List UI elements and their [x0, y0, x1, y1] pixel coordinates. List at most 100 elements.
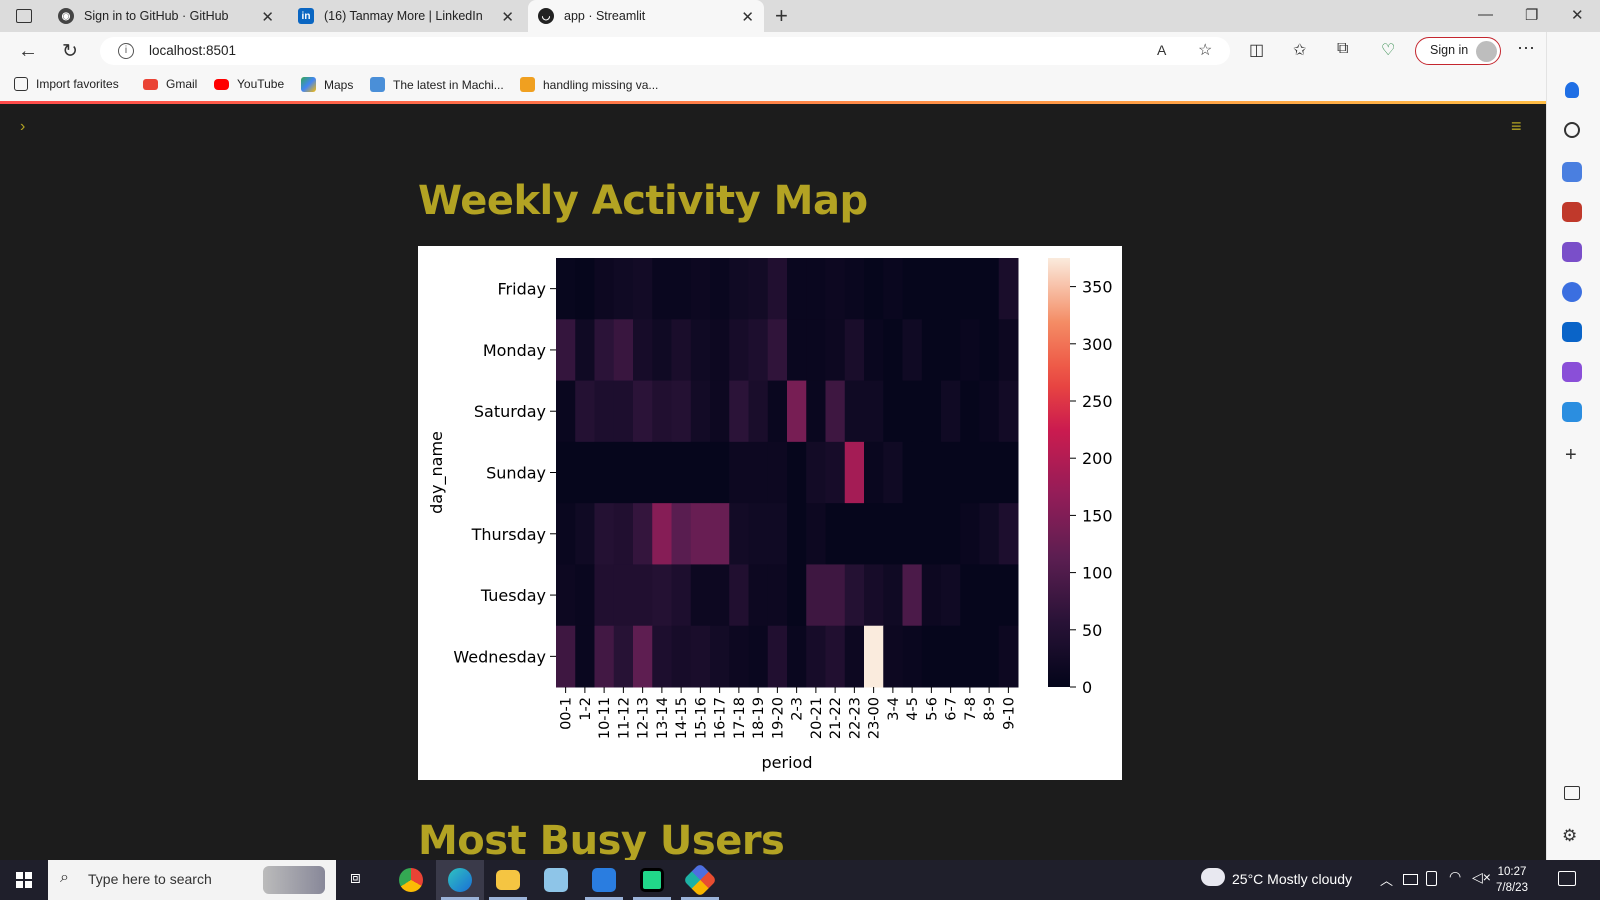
- heatmap-cell: [729, 380, 749, 443]
- sidebar-expand-icon[interactable]: ›: [20, 118, 26, 135]
- favorite-import[interactable]: Import favorites: [14, 77, 119, 91]
- designer-icon[interactable]: [1562, 362, 1582, 382]
- news-icon: [370, 77, 385, 92]
- new-tab-icon[interactable]: +: [775, 3, 788, 28]
- add-sidebar-icon[interactable]: +: [1565, 444, 1577, 466]
- heatmap-cell: [825, 319, 846, 382]
- sign-in-button[interactable]: Sign in: [1415, 37, 1501, 65]
- heatmap-cell: [594, 503, 615, 565]
- close-tab-icon[interactable]: ✕: [741, 9, 754, 26]
- colorbar-tick-label: 100: [1082, 564, 1113, 583]
- heatmap-cell: [825, 258, 846, 320]
- heatmap-cell: [767, 319, 788, 382]
- heatmap-cell: [710, 625, 730, 688]
- shopping-icon[interactable]: [1562, 162, 1582, 182]
- x-tick-label: 15-16: [693, 697, 709, 739]
- heatmap-cell: [844, 441, 865, 504]
- games-icon[interactable]: [1562, 242, 1582, 262]
- wifi-icon[interactable]: ◠: [1449, 868, 1462, 884]
- heatmap-cell: [690, 625, 711, 688]
- favorite-label: Import favorites: [36, 77, 119, 91]
- heatmap-cell: [613, 564, 634, 627]
- heatmap-cell: [960, 625, 980, 688]
- more-menu-icon[interactable]: ⋯: [1517, 38, 1535, 58]
- heatmap-cell: [902, 503, 923, 565]
- back-icon[interactable]: ←: [18, 40, 38, 62]
- favorite-maps[interactable]: Maps: [301, 77, 353, 92]
- app-menu-icon[interactable]: ≡: [1511, 116, 1522, 136]
- heatmap-chart: Friday Monday Saturday Sunday Thursday Tuesda…: [418, 246, 1122, 780]
- heatmap-cell: [594, 441, 615, 504]
- taskbar-search[interactable]: ⌕ Type here to search: [48, 860, 336, 900]
- read-aloud-icon[interactable]: A: [1157, 42, 1167, 58]
- browser-essentials-icon[interactable]: ♡: [1381, 42, 1396, 59]
- file-explorer-icon[interactable]: [496, 870, 520, 890]
- battery-icon[interactable]: [1403, 874, 1418, 885]
- heatmap-cell: [633, 503, 653, 565]
- minimize-icon[interactable]: —: [1478, 6, 1493, 23]
- favorite-youtube[interactable]: YouTube: [214, 77, 284, 91]
- notifications-icon[interactable]: [1565, 82, 1579, 98]
- heatmap-cell: [864, 319, 884, 382]
- windows-start-icon[interactable]: [16, 872, 32, 888]
- split-screen-icon[interactable]: ◫: [1249, 42, 1265, 59]
- x-tick-label: 7-8: [963, 697, 979, 721]
- favorite-handling-missing[interactable]: handling missing va...: [520, 77, 658, 92]
- close-tab-icon[interactable]: ✕: [261, 9, 274, 26]
- search-sidebar-icon[interactable]: [1564, 122, 1580, 138]
- restore-icon[interactable]: ❐: [1525, 7, 1539, 24]
- x-tick-label: 2-3: [790, 697, 806, 721]
- heatmap-cell: [690, 258, 711, 320]
- chrome-icon[interactable]: [399, 868, 423, 892]
- refresh-icon[interactable]: ↻: [62, 41, 78, 62]
- remote-app-icon[interactable]: [592, 868, 616, 892]
- tab-linkedin[interactable]: in (16) Tanmay More | LinkedIn ✕: [288, 0, 524, 32]
- tools-icon[interactable]: [1562, 202, 1582, 222]
- hide-sidebar-icon[interactable]: [1564, 786, 1580, 800]
- tab-actions-icon[interactable]: [16, 9, 32, 23]
- tray-chevron-icon[interactable]: ︿: [1380, 873, 1394, 888]
- outlook-icon[interactable]: [1562, 322, 1582, 342]
- address-input[interactable]: [100, 37, 1230, 65]
- edge-icon[interactable]: [448, 868, 472, 892]
- favorite-gmail[interactable]: Gmail: [143, 77, 197, 91]
- heatmap-cell: [806, 258, 826, 320]
- heatmap-cell: [575, 441, 595, 504]
- notepad-icon[interactable]: [544, 868, 568, 892]
- microsoft365-icon[interactable]: [1562, 282, 1582, 302]
- collections-icon[interactable]: ⧉: [1337, 40, 1349, 57]
- close-window-icon[interactable]: ✕: [1571, 7, 1584, 24]
- x-tick-label: 6-7: [944, 697, 960, 721]
- favorite-latest-machine[interactable]: The latest in Machi...: [370, 77, 504, 92]
- heatmap-cell: [825, 625, 846, 688]
- weather-icon[interactable]: [1201, 868, 1225, 886]
- clock[interactable]: 10:27 7/8/23: [1496, 864, 1528, 896]
- pycharm-icon[interactable]: [640, 868, 664, 892]
- favorite-label: handling missing va...: [543, 77, 659, 92]
- heatmap-cell: [729, 564, 749, 627]
- task-view-icon[interactable]: ⧈: [350, 868, 361, 887]
- device-icon[interactable]: [1426, 871, 1437, 886]
- heatmap-cell: [902, 564, 923, 627]
- notifications-center-icon[interactable]: [1558, 871, 1576, 886]
- close-tab-icon[interactable]: ✕: [501, 9, 514, 26]
- favorites-icon[interactable]: ✩: [1293, 42, 1307, 59]
- heatmap-cell: [575, 380, 595, 443]
- volume-muted-icon[interactable]: ◁×: [1472, 869, 1491, 885]
- tab-github[interactable]: ◉ Sign in to GitHub · GitHub ✕: [48, 0, 284, 32]
- heatmap-cell: [806, 319, 826, 382]
- weather-text[interactable]: 25°C Mostly cloudy: [1232, 871, 1352, 887]
- x-tick-label: 4-5: [905, 697, 921, 721]
- y-tick-label: Monday: [483, 341, 546, 360]
- tab-streamlit[interactable]: ◡ app · Streamlit ✕: [528, 0, 764, 32]
- x-tick-label: 16-17: [713, 697, 729, 739]
- x-tick-label: 1-2: [578, 697, 594, 721]
- heatmap-cell: [710, 319, 730, 382]
- send-icon[interactable]: [1562, 402, 1582, 422]
- heatmap-cell: [787, 564, 807, 627]
- settings-icon[interactable]: ⚙: [1562, 826, 1578, 845]
- heatmap-cell: [767, 625, 788, 688]
- heatmap-cell: [748, 625, 769, 688]
- favorite-star-icon[interactable]: ☆: [1198, 42, 1213, 59]
- site-info-icon[interactable]: i: [118, 43, 134, 59]
